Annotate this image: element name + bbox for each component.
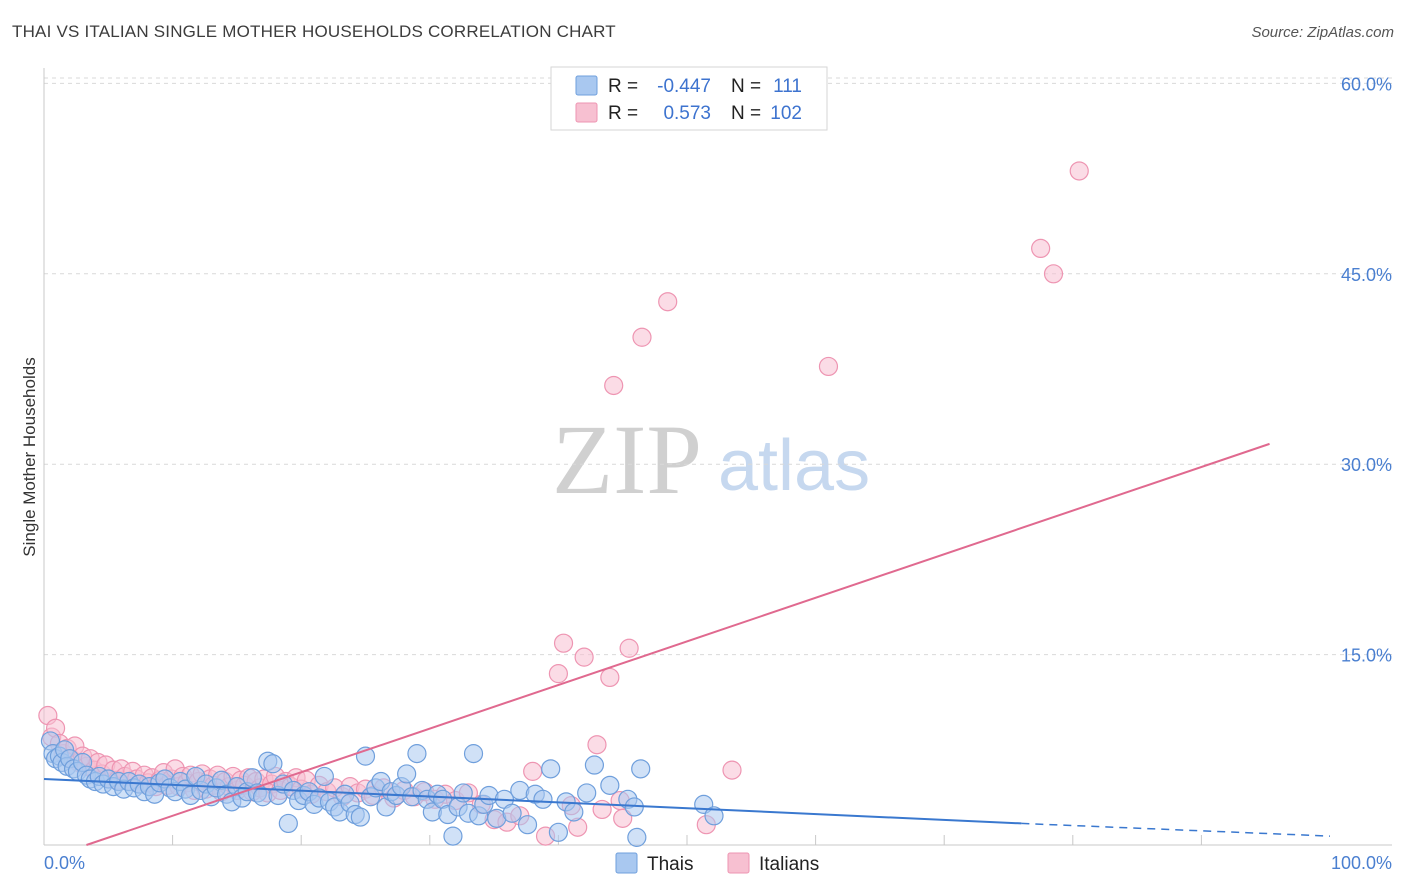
thai-point-74 (397, 764, 417, 784)
italian-point-108 (1069, 161, 1089, 181)
italian-point-98 (604, 375, 624, 396)
correlation-legend: R = -0.447 N = 111 R = 0.573 N = 102 (550, 66, 828, 131)
y-tick-label-60: 60.0% (1341, 74, 1392, 94)
legend-italian-swatch (575, 102, 598, 123)
grid-lines (44, 77, 1392, 656)
y-tick-label-30: 30.0% (1341, 455, 1392, 475)
thai-point-101 (564, 802, 584, 822)
italian-point-101 (632, 327, 652, 347)
bottom-legend-italian-swatch (727, 852, 750, 874)
y-tick-label-15: 15.0% (1341, 646, 1392, 666)
legend-italian-r-label: R = (608, 103, 638, 124)
thai-point-51 (278, 813, 298, 834)
x-tick-labels: 0.0% 100.0% (44, 853, 1392, 873)
thai-point-110 (704, 806, 724, 826)
watermark-atlas: atlas (718, 426, 870, 506)
thai-points (40, 731, 724, 847)
series-legend: Thais Italians (615, 852, 819, 875)
thai-point-95 (517, 815, 538, 835)
thai-point-98 (541, 759, 561, 779)
legend-thai-swatch (575, 75, 598, 96)
legend-italian-n-value: 102 (770, 103, 802, 124)
thai-point-87 (463, 744, 484, 764)
italian-point-109 (613, 808, 633, 828)
legend-thai-r-label: R = (608, 76, 638, 97)
chart-title: THAI VS ITALIAN SINGLE MOTHER HOUSEHOLDS… (12, 22, 616, 41)
legend-italian-r-value: 0.573 (663, 103, 711, 124)
bottom-legend-thai-label: Thais (647, 854, 693, 875)
thai-point-48 (263, 754, 283, 774)
y-tick-label-45: 45.0% (1341, 265, 1392, 285)
thai-point-104 (600, 775, 620, 795)
y-tick-labels: 15.0% 30.0% 45.0% 60.0% (1341, 74, 1392, 665)
italian-point-90 (548, 664, 569, 684)
italian-point-95 (587, 735, 607, 755)
italian-point-102 (658, 292, 678, 312)
italian-point-100 (619, 638, 639, 658)
thai-point-108 (631, 759, 651, 779)
bottom-legend-italian-label: Italians (759, 854, 819, 875)
x-axis-ticks (172, 835, 1202, 845)
italian-trendline (86, 442, 1270, 846)
italian-point-94 (574, 647, 594, 667)
thai-point-93 (502, 803, 522, 823)
watermark-zip: ZIP (552, 404, 702, 515)
legend-italian-n-label: N = (731, 103, 761, 124)
thai-point-83 (443, 826, 463, 846)
thai-point-99 (548, 822, 569, 842)
italian-point-105 (818, 356, 839, 377)
thai-point-58 (314, 766, 334, 787)
italian-point-104 (722, 760, 742, 780)
italian-point-88 (523, 761, 543, 781)
y-axis-title: Single Mother Households (20, 357, 39, 556)
thai-point-107 (627, 827, 647, 847)
thai-point-103 (584, 755, 605, 775)
bottom-legend-thai-swatch (615, 852, 638, 874)
thai-point-97 (533, 789, 553, 809)
thai-point-76 (407, 744, 427, 764)
italian-point-107 (1043, 264, 1064, 284)
source-label: Source: ZipAtlas.com (1251, 24, 1394, 41)
italian-point-106 (1031, 238, 1051, 259)
italian-point-97 (600, 667, 620, 688)
x-tick-label-0: 0.0% (44, 853, 85, 873)
legend-thai-n-value: 111 (773, 76, 802, 97)
legend-thai-n-label: N = (731, 76, 761, 97)
thai-point-102 (577, 783, 597, 803)
x-tick-label-100: 100.0% (1331, 853, 1392, 873)
italian-point-91 (553, 633, 574, 653)
legend-thai-r-value: -0.447 (657, 76, 711, 97)
thai-trendline-extension (1021, 822, 1331, 837)
thai-trendline (43, 777, 1022, 825)
thai-point-65 (350, 807, 370, 827)
